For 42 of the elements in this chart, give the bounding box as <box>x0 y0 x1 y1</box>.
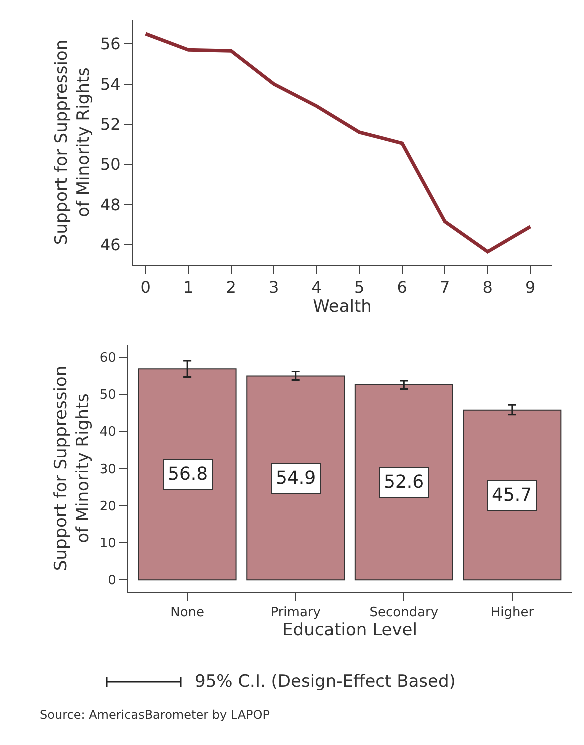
source-note: Source: AmericasBarometer by LAPOP <box>40 708 270 722</box>
text: 95% C.I. (Design-Effect Based) <box>195 672 456 692</box>
y-tick-label: 30 <box>100 462 116 478</box>
x-tick-label: 2 <box>226 278 236 298</box>
x-tick-label: Higher <box>490 606 535 621</box>
y-tick-label: 50 <box>100 155 121 174</box>
y-tick-label: 48 <box>100 195 121 214</box>
x-tick-label: 0 <box>140 278 151 298</box>
y-tick-label: 20 <box>100 499 116 514</box>
x-tick-label: Primary <box>270 606 322 621</box>
bar <box>354 384 454 581</box>
x-tick-label: 1 <box>183 278 194 298</box>
bar <box>246 376 346 581</box>
x-tick-label: 9 <box>526 278 536 298</box>
y-tick-label: 10 <box>100 536 116 552</box>
x-axis-title: Wealth <box>313 297 372 318</box>
data-label: 56.8 <box>168 464 208 485</box>
y-tick-label: 0 <box>108 574 116 589</box>
x-tick-label: 4 <box>312 278 322 298</box>
x-tick-label: None <box>170 606 205 621</box>
data-label: 52.6 <box>384 472 424 493</box>
y-tick-label: 52 <box>100 115 121 134</box>
y-tick-label: 60 <box>100 350 116 366</box>
x-tick-label: 6 <box>397 278 408 298</box>
bar <box>463 410 562 581</box>
x-tick-label: 3 <box>268 278 280 298</box>
x-axis-title: Education Level <box>282 620 418 641</box>
x-tick-label: 5 <box>354 278 365 298</box>
data-label: 54.9 <box>276 468 316 489</box>
x-tick-label: 8 <box>482 278 493 298</box>
y-axis-title: Support for Suppression of Minority Rights <box>51 366 94 572</box>
data-label: 45.7 <box>492 485 532 506</box>
x-tick-label: 7 <box>440 278 450 298</box>
y-tick-label: 56 <box>100 34 121 54</box>
bar <box>138 368 237 581</box>
x-tick-label: Secondary <box>370 606 439 621</box>
y-tick-label: 46 <box>100 236 121 255</box>
y-tick-label: 54 <box>100 74 121 94</box>
y-tick-label: 40 <box>100 425 116 440</box>
line-series <box>144 32 532 254</box>
y-tick-label: 50 <box>100 388 116 403</box>
y-axis-title: Support for Suppression of Minority Rights <box>52 40 94 246</box>
